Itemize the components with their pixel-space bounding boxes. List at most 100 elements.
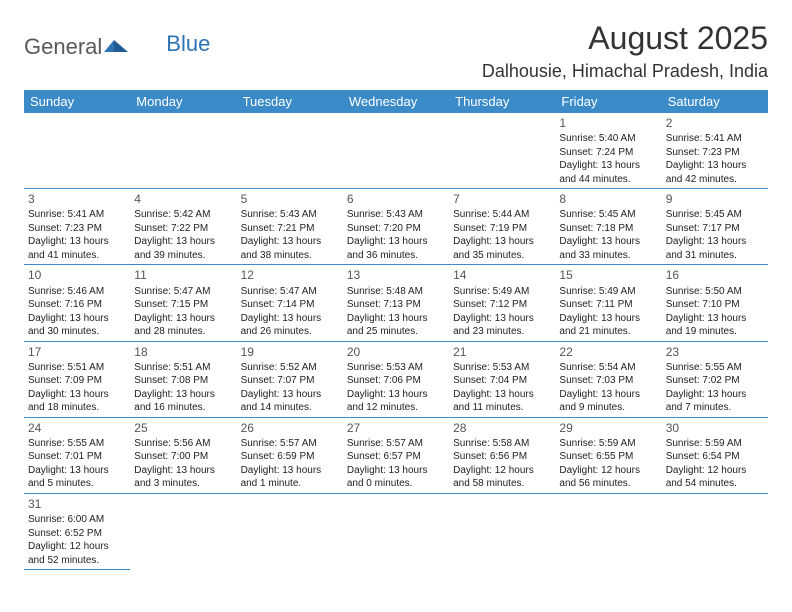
sunset-text: Sunset: 6:55 PM — [559, 450, 657, 464]
calendar-cell: 27Sunrise: 5:57 AMSunset: 6:57 PMDayligh… — [343, 417, 449, 493]
calendar-row: 3Sunrise: 5:41 AMSunset: 7:23 PMDaylight… — [24, 189, 768, 265]
calendar-cell: 2Sunrise: 5:41 AMSunset: 7:23 PMDaylight… — [662, 113, 768, 189]
sunset-text: Sunset: 7:03 PM — [559, 374, 657, 388]
day-number: 30 — [666, 420, 764, 436]
daylight-text: Daylight: 13 hours and 7 minutes. — [666, 388, 764, 415]
day-number: 19 — [241, 344, 339, 360]
day-number: 18 — [134, 344, 232, 360]
calendar-cell: 31Sunrise: 6:00 AMSunset: 6:52 PMDayligh… — [24, 493, 130, 569]
calendar-cell — [343, 493, 449, 569]
daylight-text: Daylight: 13 hours and 30 minutes. — [28, 312, 126, 339]
day-number: 22 — [559, 344, 657, 360]
day-number: 25 — [134, 420, 232, 436]
sunrise-text: Sunrise: 5:41 AM — [666, 132, 764, 146]
calendar-cell — [662, 493, 768, 569]
sunset-text: Sunset: 7:22 PM — [134, 222, 232, 236]
calendar-cell — [24, 113, 130, 189]
sunrise-text: Sunrise: 5:49 AM — [559, 285, 657, 299]
dayname-row: Sunday Monday Tuesday Wednesday Thursday… — [24, 90, 768, 113]
day-number: 9 — [666, 191, 764, 207]
day-number: 28 — [453, 420, 551, 436]
sunset-text: Sunset: 7:20 PM — [347, 222, 445, 236]
sunrise-text: Sunrise: 5:49 AM — [453, 285, 551, 299]
sunset-text: Sunset: 7:11 PM — [559, 298, 657, 312]
calendar-cell — [237, 493, 343, 569]
sunrise-text: Sunrise: 5:40 AM — [559, 132, 657, 146]
calendar-row: 1Sunrise: 5:40 AMSunset: 7:24 PMDaylight… — [24, 113, 768, 189]
calendar-cell: 5Sunrise: 5:43 AMSunset: 7:21 PMDaylight… — [237, 189, 343, 265]
sunset-text: Sunset: 7:12 PM — [453, 298, 551, 312]
calendar-cell: 3Sunrise: 5:41 AMSunset: 7:23 PMDaylight… — [24, 189, 130, 265]
day-number: 15 — [559, 267, 657, 283]
daylight-text: Daylight: 13 hours and 9 minutes. — [559, 388, 657, 415]
sunrise-text: Sunrise: 5:42 AM — [134, 208, 232, 222]
day-number: 24 — [28, 420, 126, 436]
calendar-cell: 4Sunrise: 5:42 AMSunset: 7:22 PMDaylight… — [130, 189, 236, 265]
sunrise-text: Sunrise: 5:44 AM — [453, 208, 551, 222]
sunrise-text: Sunrise: 5:55 AM — [28, 437, 126, 451]
calendar-row: 17Sunrise: 5:51 AMSunset: 7:09 PMDayligh… — [24, 341, 768, 417]
calendar-cell: 26Sunrise: 5:57 AMSunset: 6:59 PMDayligh… — [237, 417, 343, 493]
daylight-text: Daylight: 13 hours and 1 minute. — [241, 464, 339, 491]
day-number: 2 — [666, 115, 764, 131]
sunrise-text: Sunrise: 5:43 AM — [241, 208, 339, 222]
day-number: 31 — [28, 496, 126, 512]
sunset-text: Sunset: 7:16 PM — [28, 298, 126, 312]
logo-text-blue: Blue — [166, 31, 210, 57]
sunrise-text: Sunrise: 5:52 AM — [241, 361, 339, 375]
month-title: August 2025 — [482, 20, 768, 57]
sunset-text: Sunset: 6:57 PM — [347, 450, 445, 464]
calendar-cell — [130, 493, 236, 569]
daylight-text: Daylight: 13 hours and 0 minutes. — [347, 464, 445, 491]
sunset-text: Sunset: 7:00 PM — [134, 450, 232, 464]
calendar-cell: 16Sunrise: 5:50 AMSunset: 7:10 PMDayligh… — [662, 265, 768, 341]
sunset-text: Sunset: 7:21 PM — [241, 222, 339, 236]
daylight-text: Daylight: 13 hours and 19 minutes. — [666, 312, 764, 339]
day-number: 10 — [28, 267, 126, 283]
calendar-row: 10Sunrise: 5:46 AMSunset: 7:16 PMDayligh… — [24, 265, 768, 341]
logo-text-general: General — [24, 34, 102, 60]
sunset-text: Sunset: 7:04 PM — [453, 374, 551, 388]
sunset-text: Sunset: 6:54 PM — [666, 450, 764, 464]
sunrise-text: Sunrise: 5:45 AM — [666, 208, 764, 222]
daylight-text: Daylight: 13 hours and 42 minutes. — [666, 159, 764, 186]
calendar-cell: 1Sunrise: 5:40 AMSunset: 7:24 PMDaylight… — [555, 113, 661, 189]
sunset-text: Sunset: 6:52 PM — [28, 527, 126, 541]
sunset-text: Sunset: 7:23 PM — [28, 222, 126, 236]
sunrise-text: Sunrise: 5:48 AM — [347, 285, 445, 299]
location-text: Dalhousie, Himachal Pradesh, India — [482, 61, 768, 82]
calendar-cell: 7Sunrise: 5:44 AMSunset: 7:19 PMDaylight… — [449, 189, 555, 265]
day-number: 6 — [347, 191, 445, 207]
dayname-thu: Thursday — [449, 90, 555, 113]
daylight-text: Daylight: 13 hours and 38 minutes. — [241, 235, 339, 262]
daylight-text: Daylight: 13 hours and 36 minutes. — [347, 235, 445, 262]
daylight-text: Daylight: 13 hours and 11 minutes. — [453, 388, 551, 415]
daylight-text: Daylight: 13 hours and 21 minutes. — [559, 312, 657, 339]
dayname-sat: Saturday — [662, 90, 768, 113]
sunset-text: Sunset: 7:15 PM — [134, 298, 232, 312]
daylight-text: Daylight: 13 hours and 26 minutes. — [241, 312, 339, 339]
sunset-text: Sunset: 7:01 PM — [28, 450, 126, 464]
calendar-cell: 28Sunrise: 5:58 AMSunset: 6:56 PMDayligh… — [449, 417, 555, 493]
calendar-cell: 9Sunrise: 5:45 AMSunset: 7:17 PMDaylight… — [662, 189, 768, 265]
sunrise-text: Sunrise: 5:57 AM — [241, 437, 339, 451]
sunrise-text: Sunrise: 5:51 AM — [28, 361, 126, 375]
sunrise-text: Sunrise: 5:47 AM — [241, 285, 339, 299]
calendar-cell: 12Sunrise: 5:47 AMSunset: 7:14 PMDayligh… — [237, 265, 343, 341]
calendar-cell: 6Sunrise: 5:43 AMSunset: 7:20 PMDaylight… — [343, 189, 449, 265]
dayname-fri: Friday — [555, 90, 661, 113]
day-number: 23 — [666, 344, 764, 360]
calendar-cell: 30Sunrise: 5:59 AMSunset: 6:54 PMDayligh… — [662, 417, 768, 493]
calendar-cell: 14Sunrise: 5:49 AMSunset: 7:12 PMDayligh… — [449, 265, 555, 341]
sunset-text: Sunset: 7:17 PM — [666, 222, 764, 236]
sunrise-text: Sunrise: 5:43 AM — [347, 208, 445, 222]
daylight-text: Daylight: 13 hours and 18 minutes. — [28, 388, 126, 415]
sunset-text: Sunset: 7:24 PM — [559, 146, 657, 160]
daylight-text: Daylight: 12 hours and 54 minutes. — [666, 464, 764, 491]
dayname-sun: Sunday — [24, 90, 130, 113]
daylight-text: Daylight: 13 hours and 16 minutes. — [134, 388, 232, 415]
sunrise-text: Sunrise: 5:53 AM — [347, 361, 445, 375]
sunset-text: Sunset: 7:08 PM — [134, 374, 232, 388]
calendar-cell: 11Sunrise: 5:47 AMSunset: 7:15 PMDayligh… — [130, 265, 236, 341]
sunset-text: Sunset: 7:02 PM — [666, 374, 764, 388]
